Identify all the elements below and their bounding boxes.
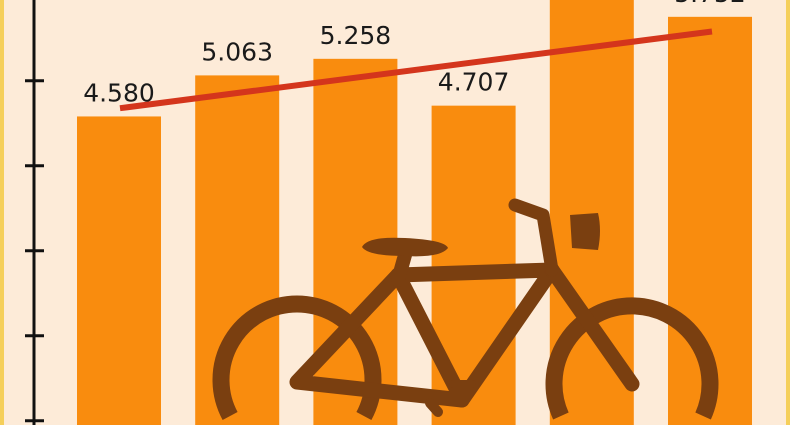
left-border (0, 0, 4, 425)
right-border (786, 0, 790, 425)
bar (77, 116, 161, 425)
bar (195, 75, 280, 425)
bicycle-saddle (362, 237, 448, 257)
bicycle-lamp (570, 213, 600, 250)
data-label: 5.063 (201, 37, 273, 66)
bicycle-front-wheel (545, 297, 719, 420)
bicycle-rear-wheel (212, 295, 382, 421)
bicycle-icon (212, 198, 719, 421)
trend-line (119, 28, 713, 112)
data-label: 5.258 (320, 21, 392, 50)
data-label: 5.752 (674, 0, 746, 8)
data-label: 4.707 (438, 68, 510, 97)
data-label: 4.580 (83, 78, 155, 107)
